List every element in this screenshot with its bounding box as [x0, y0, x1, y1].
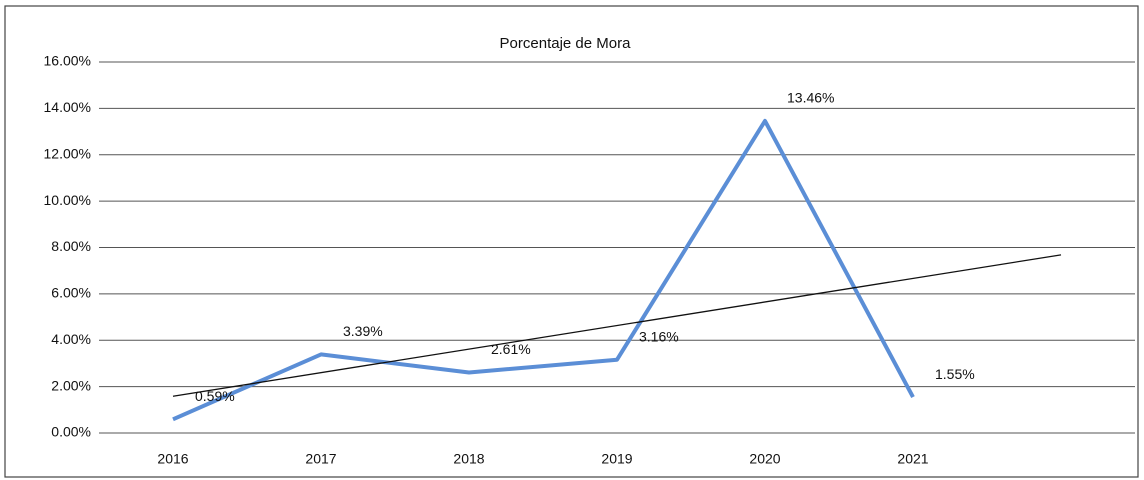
data-label: 1.55% [935, 366, 975, 382]
x-tick-label: 2020 [749, 451, 780, 467]
data-line [172, 118, 915, 422]
x-tick-label: 2018 [453, 451, 484, 467]
data-label: 2.61% [491, 341, 531, 357]
data-label: 0.59% [195, 388, 235, 404]
y-tick-label: 16.00% [44, 53, 91, 69]
chart-title: Porcentaje de Mora [500, 35, 632, 52]
y-tick-label: 0.00% [51, 424, 91, 440]
trendline [172, 254, 1062, 397]
chart-border [4, 5, 1139, 478]
x-tick-label: 2021 [897, 451, 928, 467]
data-label: 13.46% [787, 90, 834, 106]
y-tick-label: 14.00% [44, 99, 91, 115]
data-label: 3.16% [639, 328, 679, 344]
y-tick-label: 6.00% [51, 285, 91, 301]
x-tick-label: 2016 [157, 451, 188, 467]
y-tick-label: 10.00% [44, 192, 91, 208]
y-tick-label: 12.00% [44, 145, 91, 161]
y-tick-label: 4.00% [51, 331, 91, 347]
data-label: 3.39% [343, 323, 383, 339]
x-tick-label: 2019 [601, 451, 632, 467]
y-tick-label: 8.00% [51, 238, 91, 254]
y-tick-label: 2.00% [51, 377, 91, 393]
x-tick-label: 2017 [305, 451, 336, 467]
